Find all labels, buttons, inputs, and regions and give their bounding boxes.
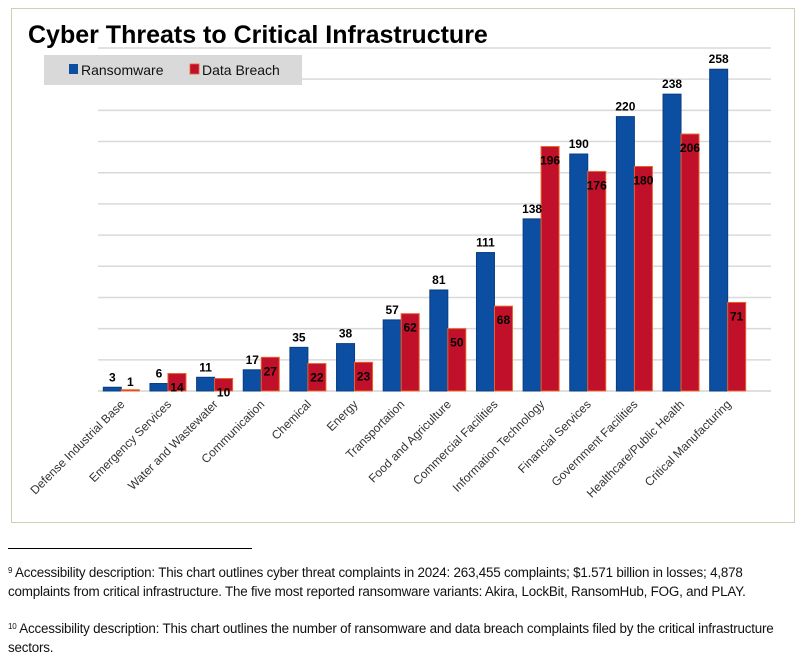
data-label: 206 [680,141,700,155]
data-label: 17 [246,353,260,367]
data-label: 50 [450,336,464,350]
data-label: 190 [569,137,589,151]
bar-data-breach [354,361,374,392]
bar-data-breach [400,313,420,392]
bar-ransomware [615,116,635,392]
data-label: 111 [476,236,495,250]
bar-ransomware [102,386,122,392]
bar-ransomware [429,289,449,392]
data-label: 14 [170,381,184,395]
data-label: 10 [217,386,231,400]
bar-data-breach [633,165,653,392]
bar-ransomware [242,369,262,392]
bar-ransomware [289,346,309,392]
data-label: 35 [292,330,306,344]
data-label: 22 [310,371,324,385]
data-label: 238 [662,77,682,91]
bar-ransomware [475,252,495,392]
data-label: 176 [587,178,607,192]
data-label: 81 [432,273,446,287]
footnote-10: 10 Accessibility description: This chart… [8,620,798,657]
bar-ransomware [382,319,402,392]
bar-data-breach [260,356,280,392]
legend-swatch-ransomware [69,64,78,74]
data-label: 71 [730,309,744,323]
bar-ransomware [336,343,356,392]
bar-ransomware [569,153,589,392]
footnote-mark: 9 [8,566,13,575]
bar-data-breach [680,133,700,392]
legend-label-data-breach: Data Breach [202,62,280,78]
data-label: 68 [497,313,511,327]
bar-data-breach [727,301,747,392]
legend-box [44,55,302,85]
bar-data-breach [540,146,560,392]
data-label: 138 [522,202,542,216]
data-label: 1 [127,375,134,389]
data-label: 258 [709,52,729,66]
bar-data-breach [587,170,607,392]
bar-data-breach [120,389,140,392]
bar-ransomware [196,376,216,392]
legend-label-ransomware: Ransomware [81,62,164,78]
legend-swatch-data-breach [189,63,200,75]
chart-title: Cyber Threats to Critical Infrastructure [28,21,488,49]
chart: Cyber Threats to Critical Infrastructure… [11,8,795,523]
bar-data-breach [447,328,467,392]
data-label: 62 [403,321,417,335]
data-label: 57 [385,303,399,317]
footnote-divider [8,548,252,549]
bar-ransomware [522,218,542,392]
data-label: 180 [633,173,653,187]
bar-data-breach [493,305,513,392]
footnote-text: Accessibility description: This chart ou… [8,565,746,599]
footnote-mark: 10 [8,622,17,631]
data-label: 38 [339,327,353,341]
data-label: 3 [109,370,116,384]
data-label: 196 [540,154,560,168]
footnote-text: Accessibility description: This chart ou… [8,621,774,655]
data-label: 27 [264,364,278,378]
data-label: 6 [156,367,163,381]
footnote-9: 9 Accessibility description: This chart … [8,564,798,601]
bar-data-breach [167,373,187,392]
bar-ransomware [662,93,682,392]
bar-data-breach [214,378,234,392]
bar-ransomware [149,383,169,392]
bar-ransomware [709,68,729,392]
bar-data-breach [307,363,327,392]
data-label: 11 [199,360,212,374]
data-label: 220 [615,100,635,114]
data-label: 23 [357,369,371,383]
legend: Ransomware Data Breach [44,55,302,85]
